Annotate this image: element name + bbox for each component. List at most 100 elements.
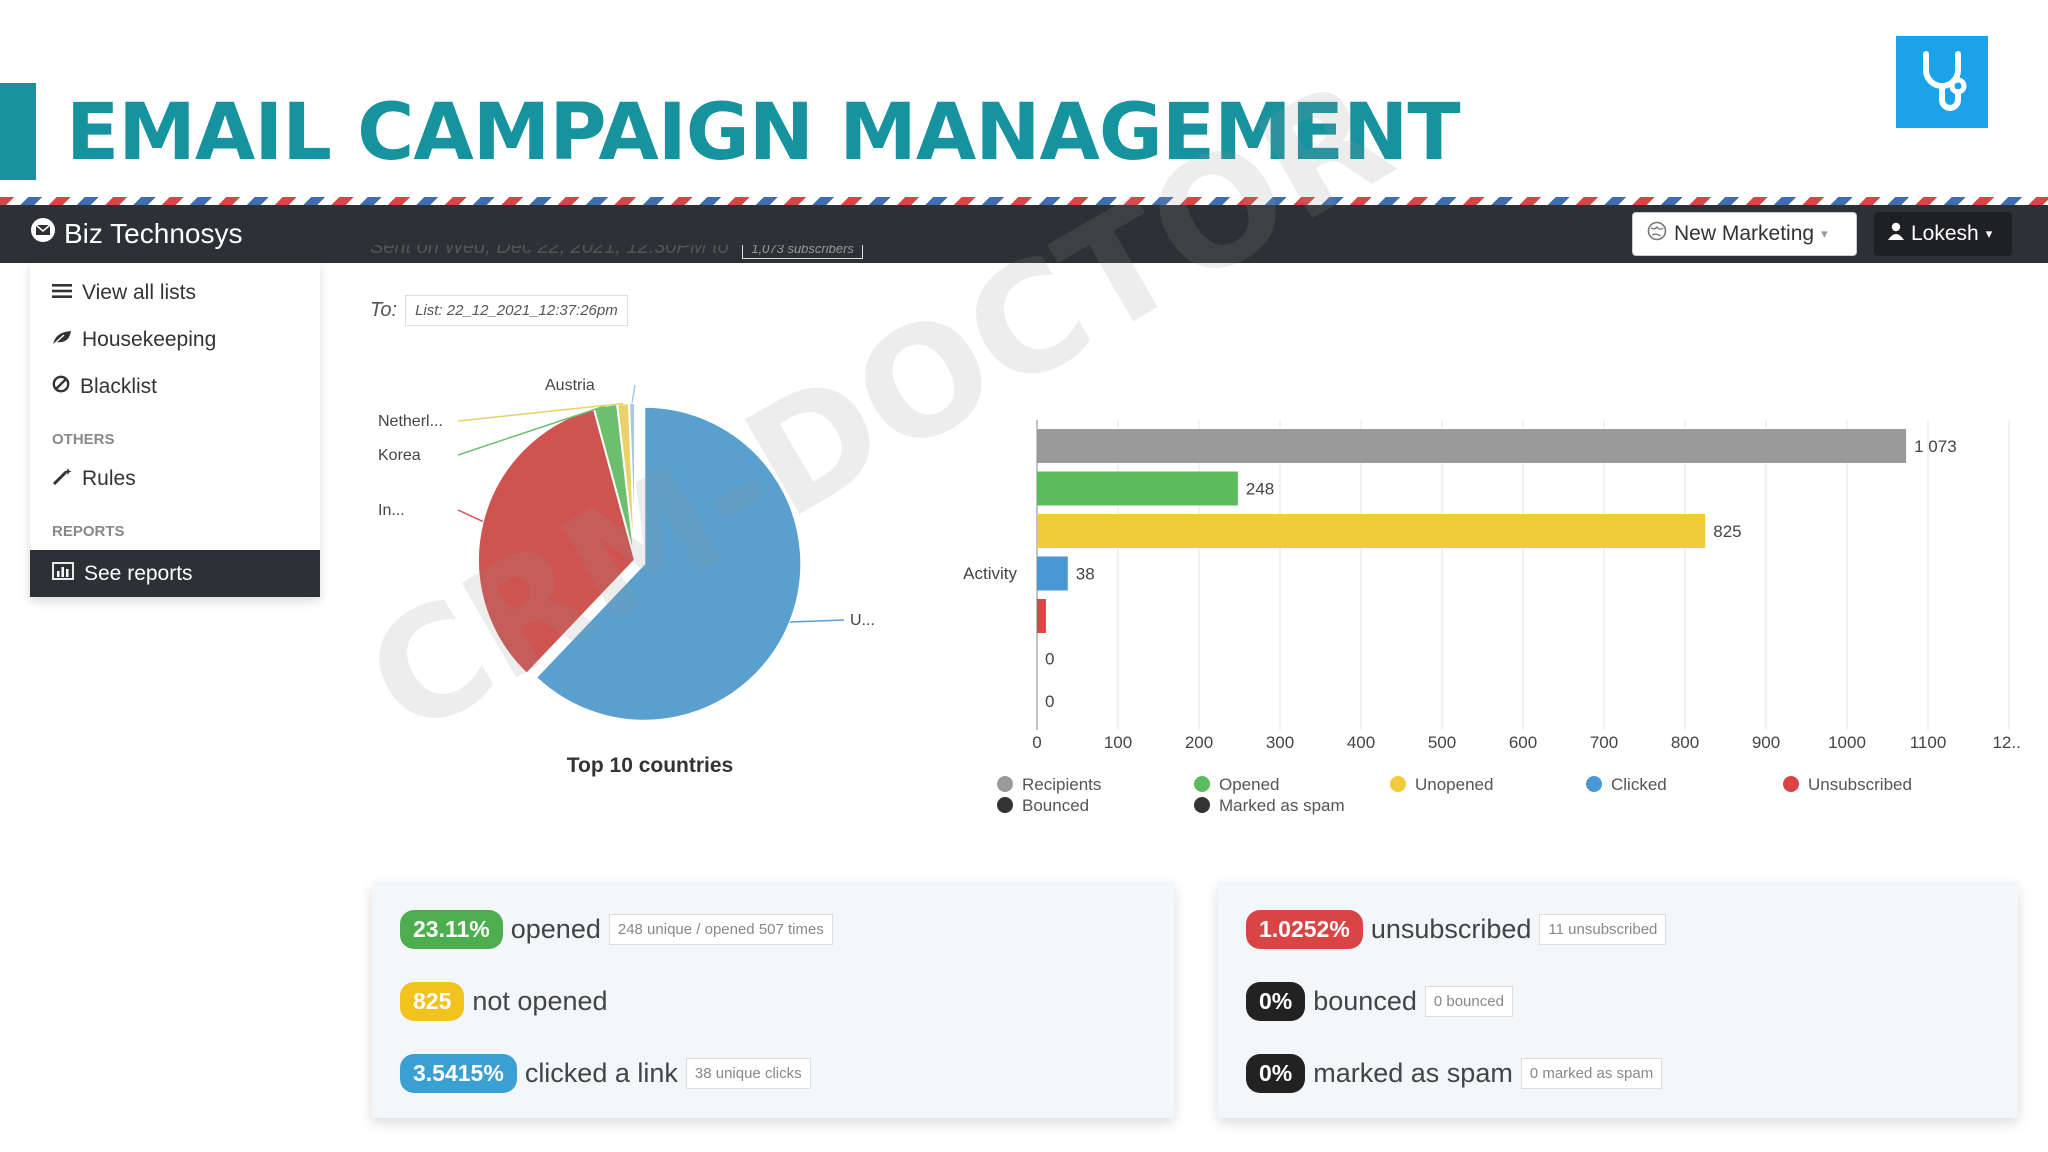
stat-label: not opened: [472, 986, 608, 1016]
subscriber-count-chip: 1,073 subscribers: [742, 245, 863, 259]
x-tick-label: 0: [1032, 733, 1041, 752]
sidebar-item-label: Blacklist: [80, 375, 158, 398]
user-icon: [1888, 222, 1904, 246]
pie-slice[interactable]: [477, 407, 637, 676]
bar-clicked[interactable]: [1037, 556, 1068, 591]
legend-marker: [997, 776, 1013, 792]
legend-item[interactable]: Opened: [1219, 775, 1280, 794]
x-tick-label: 400: [1347, 733, 1375, 752]
stat-label: marked as spam: [1313, 1058, 1513, 1088]
unsubscribed-rate-badge: 1.0252%: [1246, 910, 1363, 949]
pie-chart-title: Top 10 countries: [567, 754, 733, 777]
bar-value-label: 825: [1713, 522, 1741, 541]
app-navbar: Biz Technosys New Marketing ▾ Lokesh ▾: [0, 205, 2048, 263]
pie-connector-line: [457, 509, 484, 523]
leaf-icon: [52, 328, 72, 352]
clicked-rate-badge: 3.5415%: [400, 1054, 517, 1093]
legend-item[interactable]: Unopened: [1415, 775, 1493, 794]
sidebar-menu: View all lists Housekeeping Blacklist OT…: [30, 263, 320, 597]
stat-label: bounced: [1313, 986, 1417, 1016]
stat-detail-chip: 248 unique / opened 507 times: [608, 914, 833, 945]
x-tick-label: 600: [1509, 733, 1537, 752]
to-label: To:: [370, 299, 398, 321]
activity-bar-chart: 0 100 200 300 400 500 600 700 800 900 1000 1100 12..…: [963, 420, 2020, 815]
sidebar-item-see-reports[interactable]: See reports: [30, 550, 320, 597]
bar-recipients[interactable]: [1037, 429, 1907, 463]
envelope-icon: [30, 217, 56, 250]
spam-rate-badge: 0%: [1246, 1054, 1306, 1093]
stat-label: clicked a link: [524, 1058, 678, 1088]
pie-slice[interactable]: [628, 401, 636, 561]
x-tick-label: 800: [1671, 733, 1699, 752]
stat-detail-chip: 11 unsubscribed: [1539, 914, 1667, 945]
stat-label: unsubscribed: [1370, 914, 1532, 944]
bar-value-label: 0: [1045, 650, 1054, 669]
sent-on-text: Sent on Wed, Dec 22, 2021, 12:30PM to: [370, 245, 729, 258]
magic-wand-icon: [52, 467, 72, 491]
bar-chart-icon: [52, 561, 74, 586]
stat-bounced: 0% bounced 0 bounced: [1246, 982, 1513, 1021]
x-tick-label: 1100: [1910, 733, 1947, 752]
stethoscope-icon: [1896, 36, 1988, 128]
bar-unsubscribed[interactable]: [1037, 599, 1046, 633]
pie-connector-line: [457, 405, 606, 456]
new-marketing-dropdown[interactable]: New Marketing ▾: [1632, 212, 1857, 256]
bar-opened[interactable]: [1037, 471, 1238, 506]
pie-connector-line: [457, 402, 624, 422]
title-accent-bar: [0, 83, 36, 180]
legend-marker: [1194, 797, 1210, 813]
legend-item[interactable]: Marked as spam: [1219, 796, 1345, 815]
sidebar-item-label: Rules: [82, 467, 136, 490]
x-tick-label: 500: [1428, 733, 1456, 752]
bar-value-label: 0: [1045, 692, 1054, 711]
category-label: Activity: [963, 564, 1017, 583]
stat-label: opened: [510, 914, 601, 944]
pie-slice-label: Netherl...: [378, 413, 443, 430]
legend-item[interactable]: Recipients: [1022, 775, 1101, 794]
app-brand[interactable]: Biz Technosys: [30, 217, 242, 250]
pie-slice-label: Austria: [545, 377, 595, 394]
legend-item[interactable]: Bounced: [1022, 796, 1089, 815]
pie-slice-label: Korea: [378, 447, 421, 464]
stat-detail-chip: 38 unique clicks: [685, 1058, 811, 1089]
caret-down-icon: ▾: [1985, 226, 1993, 241]
stat-not-opened: 825 not opened: [400, 982, 608, 1021]
airmail-border: [0, 197, 2048, 205]
user-menu[interactable]: Lokesh ▾: [1874, 212, 2012, 256]
legend-marker: [1586, 776, 1602, 792]
countries-pie-chart: Top 10 countries U... In... Korea Netherl..…: [378, 377, 875, 777]
list-name-chip[interactable]: List: 22_12_2021_12:37:26pm: [405, 295, 628, 326]
sent-on-line: Sent on Wed, Dec 22, 2021, 12:30PM to 1,…: [370, 245, 863, 263]
user-name: Lokesh: [1911, 222, 1979, 245]
pie-slice-label: U...: [850, 612, 875, 629]
sidebar-item-view-all-lists[interactable]: View all lists: [52, 281, 196, 305]
globe-icon: [1647, 221, 1667, 247]
recipient-line: To: List: 22_12_2021_12:37:26pm: [370, 295, 628, 326]
app-brand-name: Biz Technosys: [64, 217, 243, 249]
pie-slice[interactable]: [534, 405, 803, 722]
x-tick-label: 700: [1590, 733, 1618, 752]
opened-rate-badge: 23.11%: [400, 910, 503, 949]
new-marketing-label: New Marketing: [1674, 222, 1815, 245]
sidebar-item-rules[interactable]: Rules: [52, 467, 136, 491]
x-tick-label: 300: [1266, 733, 1294, 752]
legend-marker: [1783, 776, 1799, 792]
pie-slice-label: In...: [378, 502, 405, 519]
bar-value-label: 248: [1246, 480, 1274, 499]
sidebar-heading-reports: REPORTS: [52, 523, 125, 540]
pie-connector-line: [631, 384, 636, 404]
bar-unopened[interactable]: [1037, 514, 1706, 548]
sidebar-heading-others: OTHERS: [52, 431, 115, 448]
sidebar-item-blacklist[interactable]: Blacklist: [52, 375, 157, 399]
legend-marker: [1194, 776, 1210, 792]
legend-marker: [1390, 776, 1406, 792]
ban-icon: [52, 375, 70, 399]
x-tick-label: 100: [1104, 733, 1132, 752]
sidebar-item-label: See reports: [84, 561, 193, 585]
caret-down-icon: ▾: [1821, 226, 1828, 241]
sidebar-item-housekeeping[interactable]: Housekeeping: [52, 328, 216, 352]
legend-item[interactable]: Clicked: [1611, 775, 1667, 794]
legend-item[interactable]: Unsubscribed: [1808, 775, 1912, 794]
sidebar-item-label: View all lists: [82, 281, 196, 304]
bar-value-label: 1 073: [1914, 437, 1957, 456]
